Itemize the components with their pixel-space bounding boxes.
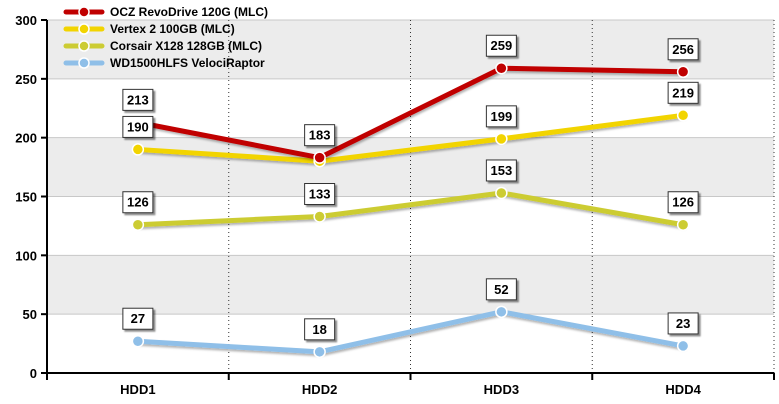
legend-entry: Vertex 2 100GB (MLC) (110, 22, 235, 36)
data-label-box (485, 159, 517, 182)
y-tick-label: 200 (15, 131, 37, 146)
data-label-box (122, 191, 154, 214)
legend-swatch-marker (78, 40, 90, 52)
plot-band (47, 137, 774, 197)
data-label-box (485, 34, 517, 57)
x-category-label: HDD3 (484, 382, 519, 397)
data-label-box (485, 278, 517, 301)
data-label-box (667, 191, 699, 214)
x-category-label: HDD4 (665, 382, 701, 397)
data-label: 259 (491, 38, 513, 53)
data-label-box (304, 183, 336, 206)
legend-entry: WD1500HLFS VelociRaptor (110, 56, 265, 70)
data-label-box (304, 124, 336, 147)
y-tick-label: 150 (15, 190, 37, 205)
legend-entry: Corsair X128 128GB (MLC) (110, 39, 262, 53)
y-tick-label: 100 (15, 248, 37, 263)
data-label: 126 (672, 195, 694, 210)
data-label: 213 (127, 92, 149, 107)
data-point (495, 186, 508, 200)
x-category-label: HDD2 (302, 382, 337, 397)
series-line (135, 309, 686, 355)
data-point (676, 339, 690, 353)
data-point (131, 334, 145, 348)
data-point (495, 132, 508, 146)
data-label: 153 (491, 163, 513, 178)
data-label: 219 (672, 85, 694, 100)
data-label: 27 (131, 311, 145, 326)
data-label: 190 (127, 119, 149, 134)
data-label-box (122, 88, 154, 111)
data-label: 183 (309, 128, 331, 143)
data-label-box (485, 105, 517, 128)
data-label: 23 (676, 316, 690, 331)
y-tick-label: 0 (30, 366, 37, 381)
y-tick-label: 50 (23, 307, 37, 322)
data-label-box (122, 307, 154, 330)
data-label-box (667, 81, 699, 104)
data-label-box (667, 38, 699, 61)
data-label-box (304, 318, 336, 341)
data-point (313, 210, 326, 223)
data-point (313, 345, 326, 359)
legend-entry: OCZ RevoDrive 120G (MLC) (110, 5, 268, 19)
series-line (135, 190, 686, 228)
y-tick-label: 300 (15, 13, 37, 28)
legend-swatch-marker (78, 57, 90, 69)
series-line (135, 65, 686, 161)
legend-swatch-marker (78, 6, 90, 18)
data-label-box (122, 115, 154, 138)
data-label-box (667, 312, 699, 335)
data-point (676, 218, 690, 231)
series-line (135, 112, 686, 164)
data-label: 256 (672, 42, 694, 57)
data-label: 52 (494, 282, 508, 297)
data-point (676, 65, 690, 79)
x-category-label: HDD1 (120, 382, 155, 397)
data-point (495, 61, 508, 75)
data-point (131, 218, 145, 231)
data-point (495, 305, 508, 319)
data-label: 126 (127, 195, 149, 210)
legend-swatch-marker (78, 23, 90, 35)
data-label: 133 (309, 187, 331, 202)
data-point (131, 143, 145, 156)
data-point (313, 151, 326, 164)
y-tick-label: 250 (15, 72, 37, 87)
data-point (676, 109, 690, 122)
data-label: 18 (312, 322, 326, 337)
data-label: 199 (491, 109, 513, 124)
